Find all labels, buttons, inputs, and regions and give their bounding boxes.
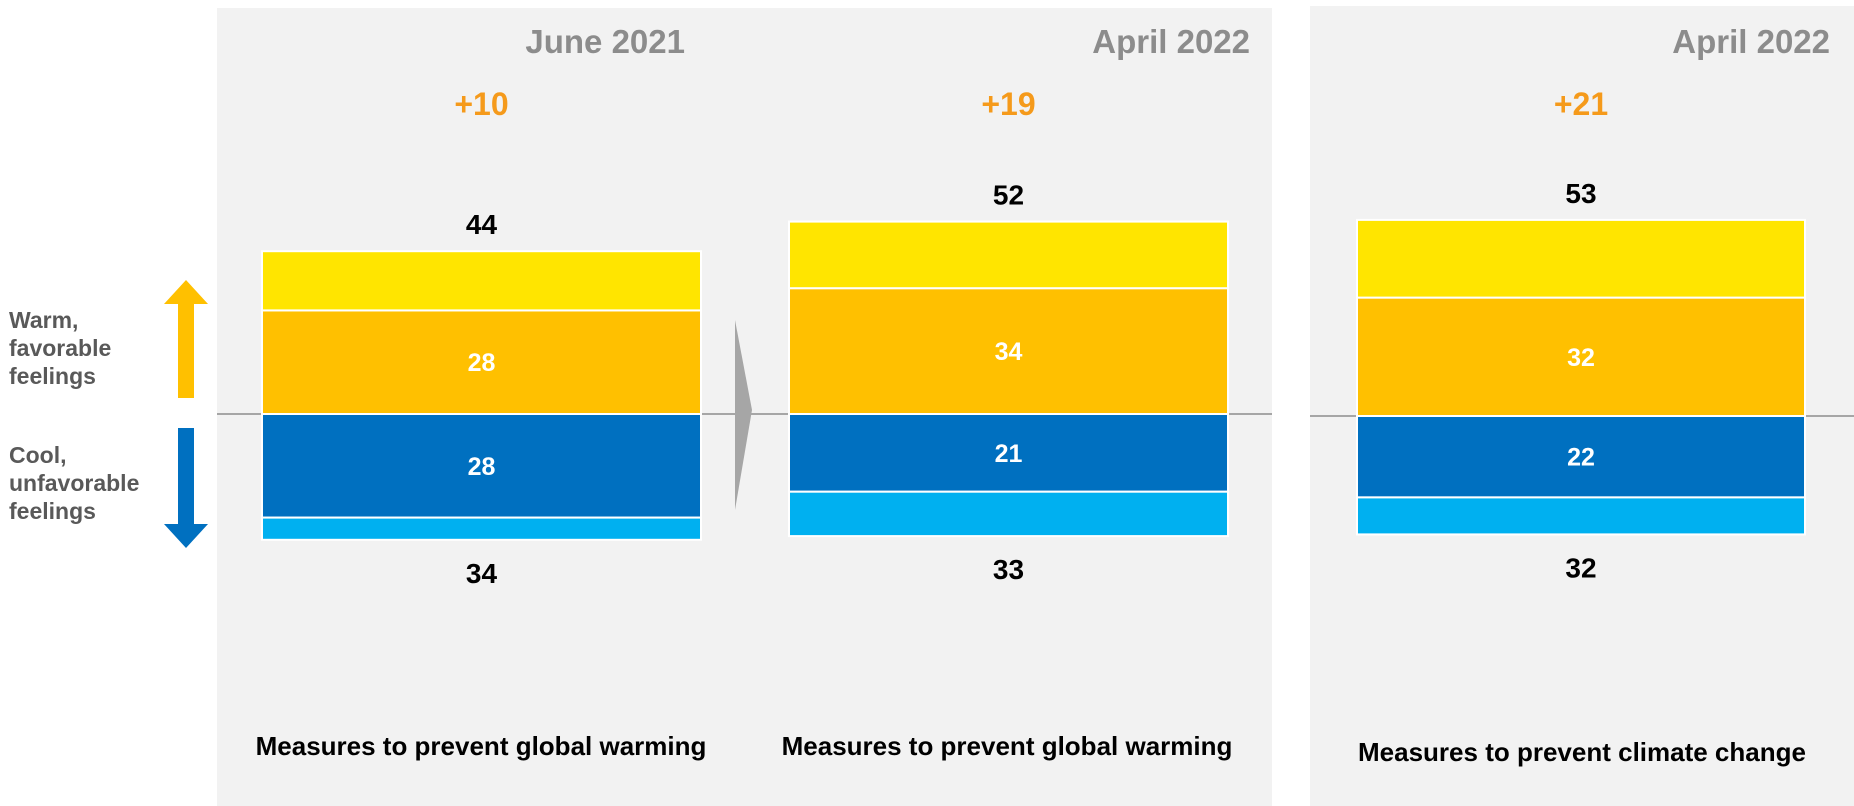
bar-segment-very-warm [261,250,702,312]
favorable-total-label: 53 [1565,178,1596,209]
period-header: June 2021 [525,23,685,60]
warm-arrow-icon [164,280,208,398]
favorable-total-label: 52 [993,180,1024,211]
warm-value-label: 28 [468,349,496,377]
net-score-label: +10 [454,86,508,122]
cool-value-label: 22 [1567,444,1595,472]
warm-value-label: 34 [995,338,1023,366]
warm-value-label: 32 [1567,344,1595,372]
unfavorable-total-label: 33 [993,554,1024,585]
bar-segment-cool [1356,415,1806,499]
bar-segment-very-warm [788,220,1229,290]
category-label-june-2021: Measures to prevent global warming [255,731,707,761]
favorable-total-label: 44 [466,209,498,240]
bar-segment-very-cool [788,490,1229,538]
cool-value-label: 28 [468,453,496,481]
unfavorable-total-label: 34 [466,558,498,589]
cool-legend-label: Cool, unfavorable feelings [9,442,140,524]
period-arrow [735,320,752,510]
warm-legend-label: Warm, favorable feelings [9,307,112,389]
period-header: April 2022 [1092,23,1250,60]
net-score-label: +21 [1554,86,1608,122]
category-label-april-2022-warming: Measures to prevent global warming [781,731,1233,761]
net-score-label: +19 [981,86,1035,122]
category-label-april-2022-climate: Measures to prevent climate change [1358,737,1806,767]
bar-segment-warm [261,309,702,415]
bar-segment-very-warm [1356,218,1806,299]
bar-segment-very-cool [1356,496,1806,536]
bar-segment-very-cool [261,516,702,541]
cool-arrow-icon [164,428,208,548]
period-header: April 2022 [1672,23,1830,60]
unfavorable-total-label: 32 [1565,552,1596,583]
cool-value-label: 21 [995,440,1023,468]
